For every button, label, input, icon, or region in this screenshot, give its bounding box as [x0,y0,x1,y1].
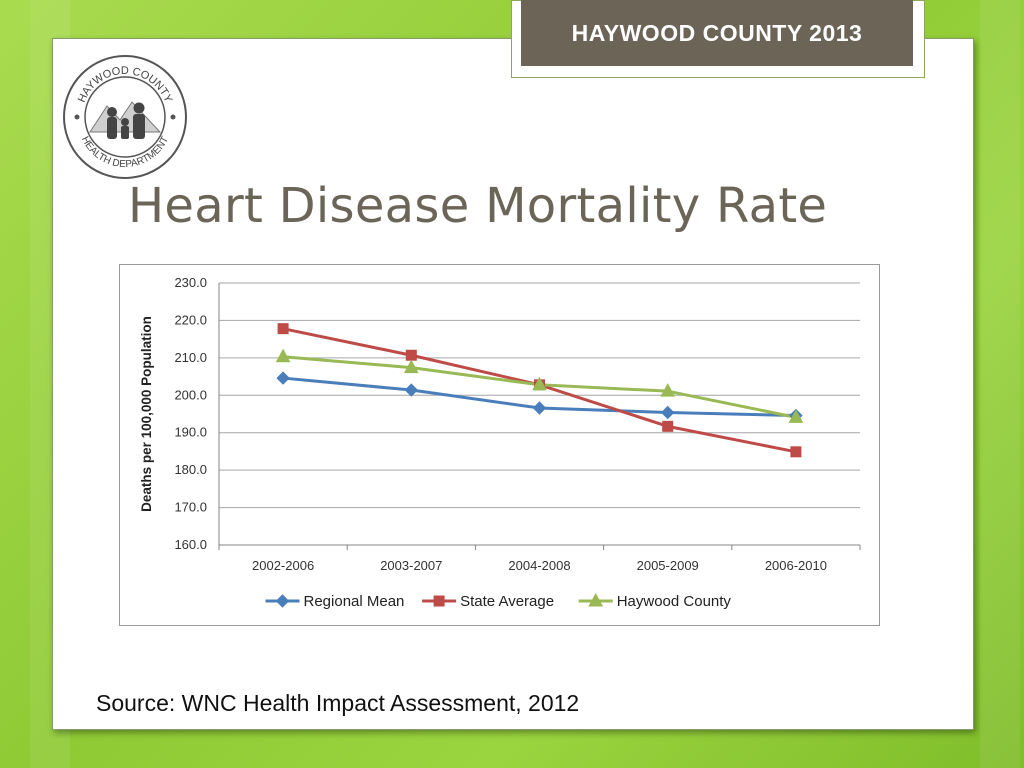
square-marker [790,446,802,458]
x-tick-label: 2005-2009 [637,558,699,573]
triangle-marker [532,376,547,391]
y-tick-label: 170.0 [174,500,207,515]
x-tick-label: 2006-2010 [765,558,827,573]
county-year-badge: HAYWOOD COUNTY 2013 [521,0,913,66]
slide-title: Heart Disease Mortality Rate [128,178,828,234]
line-chart: 160.0 170.0 180.0 190.0 200.0 210.0 220.0 230.0… [139,275,861,610]
y-tick-label: 220.0 [174,312,207,327]
y-tick-label: 180.0 [174,462,207,477]
x-tick-label: 2003-2007 [380,558,442,573]
triangle-marker [788,409,804,423]
y-axis-title: Deaths per 100,000 Population [139,316,154,512]
y-tick-label: 160.0 [174,537,207,552]
triangle-marker [588,592,604,607]
diamond-marker [532,401,547,415]
health-department-logo: HAYWOOD COUNTY HEALTH DEPARTMENT [63,55,187,179]
square-marker [277,323,289,335]
diamond-marker [660,405,675,420]
background-stripe [980,0,1020,768]
chart-frame: 160.0 170.0 180.0 190.0 200.0 210.0 220.0 230.0… [119,264,880,626]
diamond-marker [276,371,290,385]
legend-label: Regional Mean [304,593,405,610]
diamond-marker [404,383,419,397]
square-marker [433,595,445,607]
x-tick-label: 2004-2008 [508,558,570,573]
triangle-marker [660,383,676,397]
x-tick-label: 2002-2006 [252,558,314,573]
diamond-marker [275,594,290,608]
triangle-marker [275,348,291,363]
triangle-marker [403,359,419,374]
y-tick-label: 200.0 [174,387,207,402]
legend-label: Haywood County [617,593,732,610]
square-marker [662,420,674,432]
source-note: Source: WNC Health Impact Assessment, 20… [96,690,580,716]
square-marker [405,349,417,361]
legend-label: State Average [460,593,554,610]
y-tick-label: 230.0 [174,275,207,290]
y-tick-label: 210.0 [174,350,207,365]
y-tick-label: 190.0 [174,425,207,440]
